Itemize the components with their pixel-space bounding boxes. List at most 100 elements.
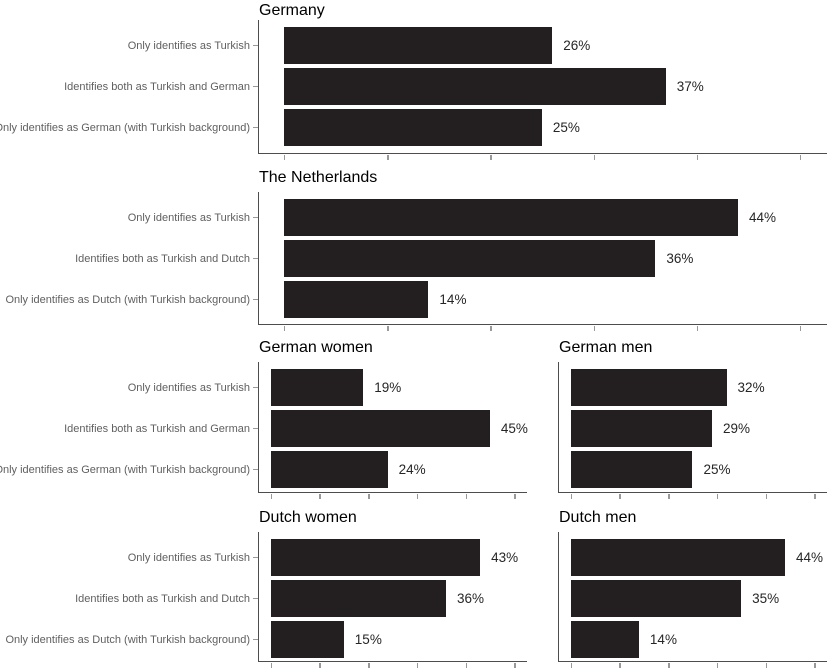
bar-row: 25% bbox=[283, 109, 827, 146]
y-tick bbox=[252, 427, 258, 430]
plot-area-dutch-women: 43% 36% 15% bbox=[252, 532, 527, 668]
chart-title-germany: Germany bbox=[259, 2, 325, 19]
y-tick bbox=[252, 257, 258, 260]
y-tick bbox=[252, 298, 258, 301]
x-tick bbox=[270, 493, 273, 499]
bar-germany-only-turkish bbox=[283, 27, 553, 64]
bar-row: 14% bbox=[283, 281, 827, 318]
y-tick bbox=[252, 556, 258, 559]
bar-row: 32% bbox=[570, 369, 827, 406]
bar-row: 37% bbox=[283, 68, 827, 105]
bar-germany-both bbox=[283, 68, 666, 105]
bar-value-label: 26% bbox=[563, 38, 591, 53]
bar-germany-only-german bbox=[283, 109, 542, 146]
x-tick bbox=[668, 493, 670, 499]
x-tick bbox=[514, 493, 516, 499]
bar-row: 29% bbox=[570, 410, 827, 447]
x-tick bbox=[765, 662, 768, 668]
x-tick bbox=[514, 662, 516, 668]
bar-dutch-women-only-turkish bbox=[270, 539, 481, 576]
bar-row: 26% bbox=[283, 27, 827, 64]
category-label: Only identifies as Turkish bbox=[127, 551, 250, 564]
bar-row: 44% bbox=[570, 539, 827, 576]
bar-value-label: 36% bbox=[666, 251, 694, 266]
category-label: Identifies both as Turkish and German bbox=[64, 80, 250, 93]
category-label: Only identifies as Dutch (with Turkish b… bbox=[5, 293, 250, 306]
bar-german-men-only-turkish bbox=[570, 369, 727, 406]
bar-german-women-only-turkish bbox=[270, 369, 364, 406]
x-tick bbox=[814, 493, 816, 499]
category-label: Identifies both as Turkish and Dutch bbox=[75, 592, 250, 605]
x-tick bbox=[799, 154, 802, 160]
y-tick bbox=[252, 638, 258, 641]
x-tick bbox=[570, 493, 573, 499]
bar-value-label: 24% bbox=[398, 462, 426, 477]
plot-area-dutch-men: 44% 35% 14% bbox=[558, 532, 827, 668]
x-tick bbox=[465, 493, 468, 499]
bar-german-men-only-german bbox=[570, 451, 693, 488]
bar-row: 19% bbox=[270, 369, 527, 406]
y-tick bbox=[252, 597, 258, 600]
bar-value-label: 36% bbox=[457, 591, 485, 606]
x-tick bbox=[593, 325, 596, 331]
bar-value-label: 37% bbox=[676, 79, 704, 94]
bar-german-women-only-german bbox=[270, 451, 388, 488]
bar-german-men-both bbox=[570, 410, 712, 447]
category-label: Only identifies as Turkish bbox=[127, 39, 250, 52]
bar-row: 36% bbox=[283, 240, 827, 277]
plot-area-german-women: 19% 45% 24% bbox=[252, 362, 528, 499]
x-tick bbox=[570, 662, 573, 668]
x-tick bbox=[619, 493, 621, 499]
x-tick bbox=[696, 325, 699, 331]
category-label: Only identifies as Turkish bbox=[127, 381, 250, 394]
x-tick bbox=[465, 662, 468, 668]
bar-netherlands-only-turkish bbox=[283, 199, 738, 236]
plot-area-germany: 26% 37% 25% bbox=[252, 20, 827, 160]
bar-value-label: 45% bbox=[500, 421, 528, 436]
x-tick bbox=[490, 325, 492, 331]
x-tick bbox=[799, 325, 802, 331]
x-tick bbox=[387, 325, 389, 331]
x-tick bbox=[368, 662, 370, 668]
x-tick bbox=[814, 662, 816, 668]
y-tick bbox=[252, 44, 258, 47]
bar-value-label: 14% bbox=[649, 632, 677, 647]
bar-value-label: 44% bbox=[748, 210, 776, 225]
x-tick bbox=[283, 325, 286, 331]
bar-dutch-men-both bbox=[570, 580, 742, 617]
category-label: Identifies both as Turkish and Dutch bbox=[75, 252, 250, 265]
bar-dutch-men-only-turkish bbox=[570, 539, 785, 576]
chart-title-netherlands: The Netherlands bbox=[259, 169, 378, 186]
category-label: Only identifies as Turkish bbox=[127, 211, 250, 224]
chart-title-german-women: German women bbox=[259, 339, 373, 356]
bar-value-label: 43% bbox=[491, 550, 519, 565]
chart-title-dutch-men: Dutch men bbox=[559, 509, 637, 526]
category-label: Only identifies as German (with Turkish … bbox=[0, 463, 250, 476]
bar-value-label: 32% bbox=[737, 380, 765, 395]
bar-row: 43% bbox=[270, 539, 527, 576]
y-tick bbox=[252, 386, 258, 389]
bar-row: 35% bbox=[570, 580, 827, 617]
x-tick bbox=[387, 154, 389, 160]
category-label: Identifies both as Turkish and German bbox=[64, 422, 250, 435]
bar-german-women-both bbox=[270, 410, 490, 447]
bar-value-label: 29% bbox=[722, 421, 750, 436]
plot-area-netherlands: 44% 36% 14% bbox=[252, 192, 827, 331]
bar-dutch-men-only-dutch bbox=[570, 621, 639, 658]
bar-row: 36% bbox=[270, 580, 527, 617]
x-tick bbox=[416, 493, 419, 499]
bar-value-label: 19% bbox=[374, 380, 402, 395]
x-tick bbox=[593, 154, 596, 160]
y-tick bbox=[252, 468, 258, 471]
category-label: Only identifies as Dutch (with Turkish b… bbox=[5, 633, 250, 646]
bar-row: 15% bbox=[270, 621, 527, 658]
x-tick bbox=[319, 493, 321, 499]
bar-value-label: 14% bbox=[439, 292, 467, 307]
bar-value-label: 15% bbox=[354, 632, 382, 647]
chart-title-german-men: German men bbox=[559, 339, 653, 356]
chart-title-dutch-women: Dutch women bbox=[259, 509, 357, 526]
x-tick bbox=[270, 662, 273, 668]
plot-area-german-men: 32% 29% 25% bbox=[558, 362, 827, 499]
bar-row: 14% bbox=[570, 621, 827, 658]
